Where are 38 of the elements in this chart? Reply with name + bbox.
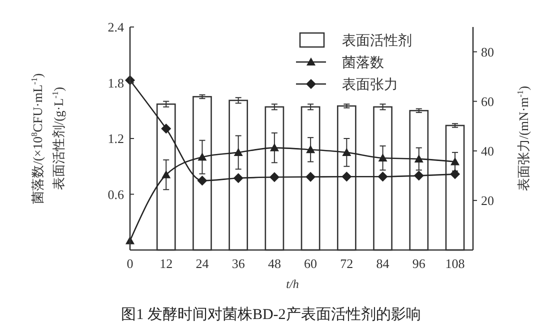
point: [269, 172, 280, 182]
point: [378, 154, 388, 162]
point: [162, 170, 171, 178]
point: [450, 157, 460, 166]
legend-label: 菌落数: [342, 55, 384, 71]
x-tick-label: 96: [412, 256, 426, 271]
y-tick-label: 0.6: [108, 186, 124, 202]
y2-tick-label: 60: [481, 94, 494, 109]
x-tick-label: 84: [376, 256, 390, 271]
point: [197, 176, 208, 186]
y2-tick-label: 20: [481, 192, 494, 208]
y-tick-label: 2.4: [108, 20, 124, 34]
x-tick-label: 60: [304, 256, 318, 271]
point: [306, 145, 316, 154]
x-tick-label: 48: [268, 256, 281, 271]
y-tick-label: 1.8: [108, 75, 124, 90]
caption: 图1 发酵时间对菌株BD-2产表面活性剂的影响: [121, 306, 421, 323]
x-tick-label: 24: [196, 256, 210, 271]
y2-tick-label: 40: [481, 143, 494, 158]
point: [233, 173, 244, 184]
x-tick-label: 0: [126, 256, 134, 271]
y2-tick-label: 80: [481, 44, 494, 60]
x-axis-title: t/h: [286, 277, 299, 291]
point: [342, 172, 352, 182]
x-tick-label: 12: [160, 256, 173, 271]
legend-label: 表面活性剂: [342, 33, 412, 49]
point: [414, 154, 424, 162]
x-tick-label: 108: [445, 256, 465, 271]
y-tick-label: 1.2: [108, 131, 124, 146]
x-tick-label: 72: [340, 256, 354, 271]
point: [234, 148, 243, 156]
point: [342, 148, 352, 156]
x-tick-label: 36: [232, 256, 246, 271]
point: [198, 152, 207, 161]
point: [270, 143, 279, 152]
point: [161, 124, 172, 134]
point: [306, 172, 316, 182]
legend-label: 表面张力: [342, 77, 398, 93]
